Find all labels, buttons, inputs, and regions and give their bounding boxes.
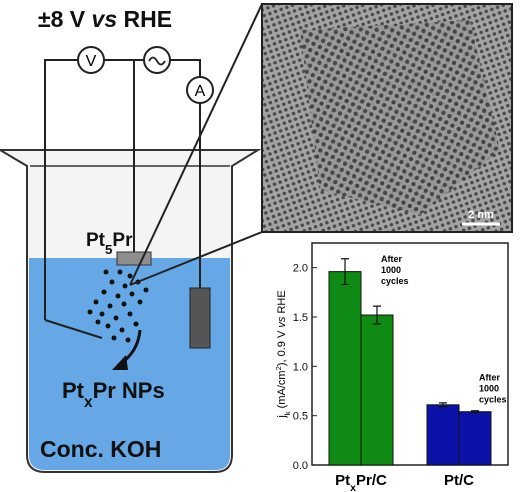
- text-part: k: [283, 411, 292, 415]
- y-tick-label: 1.0: [293, 361, 308, 373]
- text-part: vs: [276, 316, 288, 328]
- tem-lattice: [300, 20, 500, 215]
- pt5pr-electrode: [116, 251, 152, 266]
- counter-electrode: [189, 287, 211, 349]
- text-part: 2: [274, 366, 283, 370]
- chart: 0.0 0.5 1.0 1.5 2.0 jk (mA/cm2), 0.9 V vs RHE…: [274, 242, 509, 492]
- text-part: Pr/C: [356, 472, 387, 489]
- text-part: ±8 V: [38, 6, 92, 32]
- error-bar: [471, 410, 479, 414]
- text-part: vs: [92, 6, 118, 32]
- x-tick-label: Pt/C: [444, 472, 474, 489]
- solution: [29, 258, 230, 470]
- y-tick-label: 2.0: [293, 263, 308, 275]
- arrow-head: [112, 355, 128, 370]
- y-tick-label: 1.5: [293, 312, 308, 324]
- text-part: x: [350, 482, 356, 492]
- text-part: Pt: [335, 472, 350, 489]
- annotation: After: [381, 254, 402, 264]
- annotation: 1000: [479, 384, 499, 394]
- bar: [328, 271, 362, 466]
- text-part: (mA/cm: [276, 370, 288, 411]
- text-part: RHE: [276, 290, 288, 316]
- tem-frame: [261, 3, 513, 233]
- text-part: Pt: [86, 230, 106, 251]
- voltmeter: [77, 46, 105, 74]
- zoom-line: [129, 3, 263, 286]
- annotation: 1000: [381, 265, 401, 275]
- error-bar: [341, 258, 349, 286]
- text-part: x: [84, 394, 93, 411]
- y-axis-label: jk (mA/cm2), 0.9 V vs RHE: [274, 290, 292, 418]
- text-part: Pt/C: [444, 472, 474, 489]
- electrode-label: Pt5Pr: [86, 230, 133, 257]
- x-tick-label: PtxPr/C: [335, 472, 387, 492]
- product-label: PtxPr NPs: [62, 378, 165, 411]
- error-bar: [439, 402, 447, 408]
- text-part: Pr NPs: [93, 378, 165, 403]
- title: ±8 V vs RHE: [38, 6, 172, 32]
- text-part: ), 0.9 V: [276, 328, 288, 367]
- annotation: cycles: [381, 276, 409, 286]
- error-bar: [373, 305, 381, 325]
- meter-label: V: [86, 53, 97, 70]
- y-tick-label: 0.0: [293, 460, 308, 472]
- text-part: Pr: [112, 230, 133, 251]
- bar: [360, 314, 394, 466]
- bar: [458, 411, 492, 466]
- annotation: After: [479, 373, 500, 383]
- zoom-line: [129, 231, 263, 286]
- text-part: j: [276, 415, 288, 418]
- y-tick-label: 0.5: [293, 411, 308, 423]
- meter-label: A: [195, 83, 206, 100]
- ammeter: [186, 76, 214, 104]
- text-part: Pt: [62, 378, 85, 403]
- scale-label: 2 nm: [468, 209, 494, 221]
- text-part: RHE: [117, 6, 172, 32]
- text-part: 5: [105, 242, 113, 257]
- annotation: cycles: [479, 395, 507, 405]
- bar: [426, 404, 460, 466]
- ac-symbol: [148, 56, 166, 66]
- electrolyte-label: Conc. KOH: [40, 436, 161, 462]
